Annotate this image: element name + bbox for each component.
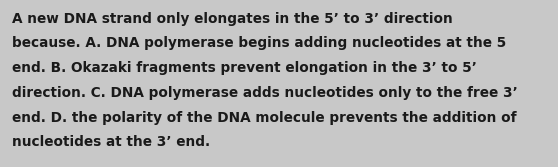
Text: end. D. the polarity of the DNA molecule prevents the addition of: end. D. the polarity of the DNA molecule…	[12, 111, 517, 125]
Text: nucleotides at the 3’ end.: nucleotides at the 3’ end.	[12, 135, 210, 149]
Text: end. B. Okazaki fragments prevent elongation in the 3’ to 5’: end. B. Okazaki fragments prevent elonga…	[12, 61, 477, 75]
Text: because. A. DNA polymerase begins adding nucleotides at the 5: because. A. DNA polymerase begins adding…	[12, 36, 507, 50]
Text: A new DNA strand only elongates in the 5’ to 3’ direction: A new DNA strand only elongates in the 5…	[12, 12, 453, 26]
Text: direction. C. DNA polymerase adds nucleotides only to the free 3’: direction. C. DNA polymerase adds nucleo…	[12, 86, 518, 100]
